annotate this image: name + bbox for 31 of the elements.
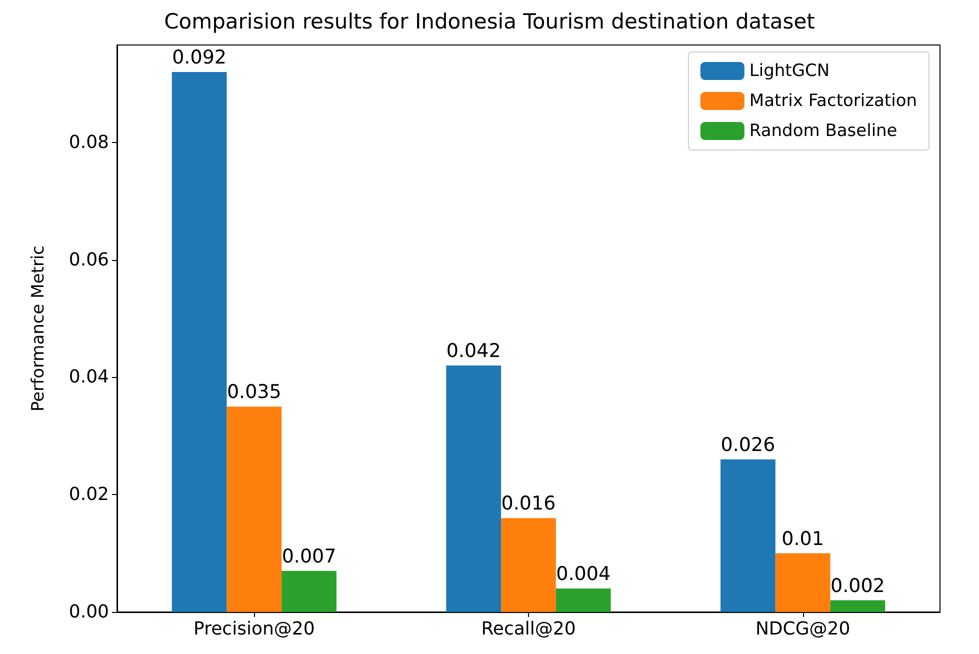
bar [446, 365, 502, 612]
data-label: 0.002 [830, 574, 885, 597]
data-label: 0.092 [172, 46, 227, 68]
legend-label: Random Baseline [749, 121, 898, 141]
bar [830, 600, 886, 612]
bar [501, 518, 556, 612]
chart-title: Comparision results for Indonesia Tourism destination dataset [164, 10, 815, 34]
bar [775, 553, 830, 612]
bar [720, 459, 776, 612]
y-tick-label: 0.08 [68, 132, 109, 153]
x-tick-label: Precision@20 [194, 618, 315, 640]
data-label: 0.01 [782, 528, 824, 550]
data-label: 0.004 [556, 563, 611, 586]
data-label: 0.016 [501, 492, 556, 515]
y-tick-label: 0.02 [68, 484, 109, 506]
x-tick-label: NDCG@20 [755, 618, 850, 640]
data-label: 0.007 [282, 545, 336, 568]
legend-label: LightGCN [749, 61, 830, 81]
data-label: 0.026 [720, 434, 776, 456]
bar [226, 406, 282, 612]
y-axis-title: Performance Metric [28, 246, 48, 412]
bar [172, 72, 227, 612]
legend-label: Matrix Factorization [749, 91, 917, 111]
y-tick-label: 0.06 [68, 249, 109, 270]
y-tick-label: 0.04 [68, 366, 109, 388]
y-tick-label: 0.00 [68, 602, 109, 622]
x-tick-label: Recall@20 [481, 618, 576, 640]
data-label: 0.035 [226, 381, 282, 404]
bar [282, 570, 336, 612]
bar [556, 588, 611, 612]
data-label: 0.042 [446, 340, 501, 362]
